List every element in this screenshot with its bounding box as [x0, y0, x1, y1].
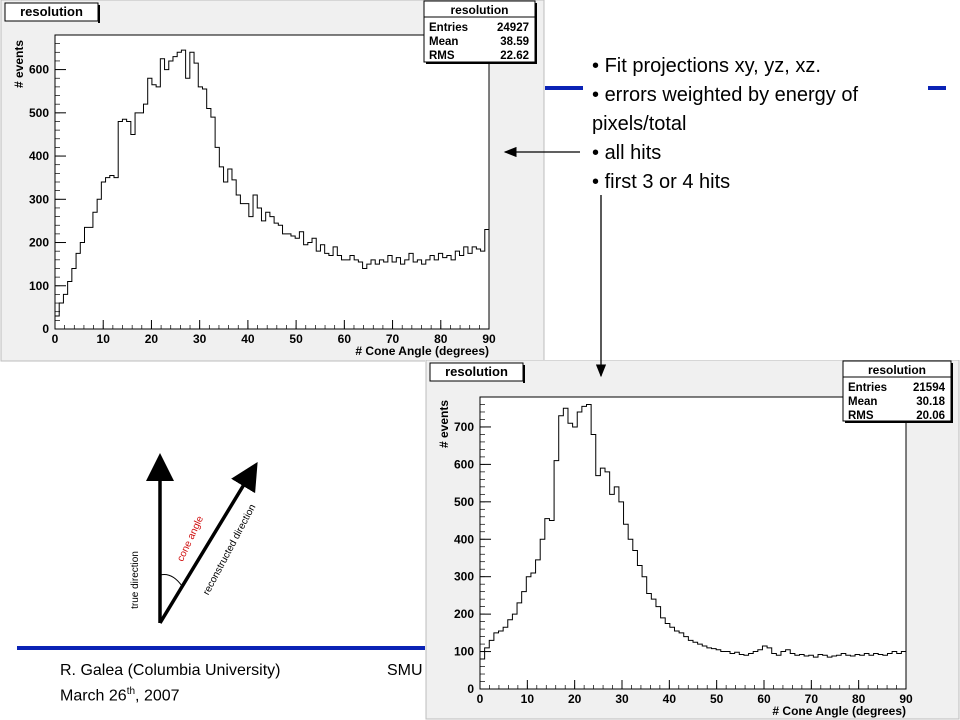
- stats-value-mean: 38.59: [500, 36, 529, 48]
- accent-line-bottom: [17, 646, 427, 650]
- x-tick-label: 70: [805, 692, 819, 706]
- y-axis-title: # events: [12, 40, 26, 88]
- stats-key-mean: Mean: [429, 36, 458, 48]
- y-tick-label: 400: [29, 149, 49, 163]
- y-tick-label: 500: [454, 495, 474, 509]
- x-tick-label: 70: [386, 332, 400, 346]
- y-tick-label: 0: [467, 682, 474, 696]
- x-tick-label: 10: [97, 332, 111, 346]
- bullet-pixels-total: pixels/total: [592, 113, 687, 135]
- y-tick-label: 500: [29, 106, 49, 120]
- histogram-all-hits: resolution 0 10 20 30 40 50 60 70 80 90 0 100 200 300 4…: [0, 0, 545, 362]
- footer-author: R. Galea (Columbia University): [60, 662, 281, 679]
- x-tick-label: 30: [615, 692, 629, 706]
- x-tick-label: 90: [482, 332, 496, 346]
- x-tick-label: 60: [338, 332, 352, 346]
- bullet-errors-weighted: • errors weighted by energy of: [592, 84, 859, 106]
- y-tick-label: 0: [42, 322, 49, 336]
- y-tick-label: 100: [29, 279, 49, 293]
- histogram-series: [479, 403, 907, 689]
- x-tick-label: 50: [710, 692, 724, 706]
- bullet-list: • Fit projections xy, yz, xz. • errors w…: [592, 52, 952, 197]
- bullet-first-hits: • first 3 or 4 hits: [592, 171, 731, 193]
- stats-key-rms: RMS: [429, 50, 455, 62]
- stats-box: [423, 0, 536, 63]
- stats-key-entries: Entries: [848, 382, 887, 394]
- y-tick-label: 200: [454, 607, 474, 621]
- stats-title: resolution: [450, 3, 508, 17]
- y-axis-title: # events: [437, 400, 451, 448]
- x-tick-label: 10: [521, 692, 535, 706]
- y-tick-label: 200: [29, 236, 49, 250]
- plot-area: [54, 34, 490, 330]
- reconstructed-direction-label: reconstructed direction: [201, 503, 258, 597]
- true-direction-label: true direction: [130, 551, 141, 609]
- x-tick-label: 30: [193, 332, 207, 346]
- footer-partial: SMU: [387, 662, 423, 679]
- stats-title: resolution: [868, 363, 926, 377]
- x-tick-label: 0: [477, 692, 484, 706]
- chart-title: resolution: [445, 364, 508, 379]
- x-axis-title: # Cone Angle (degrees): [772, 704, 906, 718]
- stats-box: [842, 360, 952, 422]
- stats-key-rms: RMS: [848, 410, 874, 422]
- stats-key-entries: Entries: [429, 22, 468, 34]
- histogram-first-hits: resolution 0 10 20 30 40 50 60 70 80 90 0 100 200 300 4…: [425, 360, 960, 720]
- y-tick-label: 400: [454, 532, 474, 546]
- x-tick-label: 0: [52, 332, 59, 346]
- cone-angle-diagram: true direction cone angle reconstructed …: [130, 453, 258, 624]
- x-tick-label: 90: [899, 692, 913, 706]
- accent-line-top-right: [928, 86, 946, 90]
- x-tick-label: 80: [852, 692, 866, 706]
- bullet-fit-projections: • Fit projections xy, yz, xz.: [592, 55, 821, 77]
- y-tick-label: 600: [454, 457, 474, 471]
- bullet-all-hits: • all hits: [592, 142, 662, 164]
- x-tick-label: 20: [568, 692, 582, 706]
- x-tick-label: 50: [289, 332, 303, 346]
- x-tick-label: 40: [663, 692, 677, 706]
- stats-value-rms: 22.62: [500, 50, 529, 62]
- x-tick-label: 20: [145, 332, 159, 346]
- chart-title: resolution: [20, 4, 83, 19]
- title-box-shadow: [523, 365, 525, 383]
- stats-value-rms: 20.06: [916, 410, 945, 422]
- x-axis-title: # Cone Angle (degrees): [355, 344, 489, 358]
- y-tick-label: 300: [454, 570, 474, 584]
- stats-value-entries: 24927: [497, 22, 529, 34]
- title-box-shadow: [98, 5, 100, 23]
- stats-value-mean: 30.18: [916, 396, 945, 408]
- x-tick-label: 80: [434, 332, 448, 346]
- cone-angle-arc: [159, 574, 183, 587]
- y-tick-label: 100: [454, 645, 474, 659]
- stats-key-mean: Mean: [848, 396, 877, 408]
- x-tick-label: 60: [757, 692, 771, 706]
- y-tick-label: 700: [454, 420, 474, 434]
- y-tick-label: 600: [29, 63, 49, 77]
- reconstructed-direction-arrow: [158, 462, 258, 624]
- x-tick-label: 40: [241, 332, 255, 346]
- stats-value-entries: 21594: [913, 382, 946, 394]
- footer-date: March 26th, 2007: [60, 686, 180, 705]
- histogram-series: [54, 49, 490, 329]
- y-tick-label: 300: [29, 192, 49, 206]
- accent-line-top-left: [545, 86, 583, 90]
